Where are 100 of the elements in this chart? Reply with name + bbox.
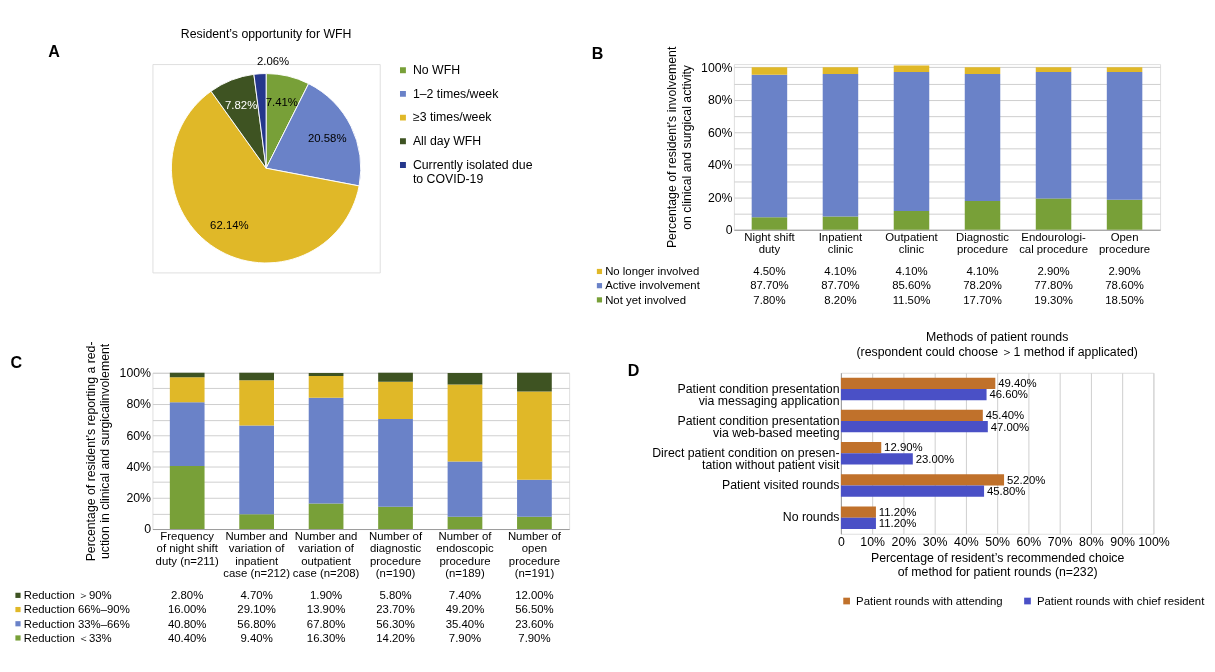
bar (893, 72, 930, 212)
bar (1106, 199, 1143, 230)
data-label: 9.40% (240, 631, 273, 644)
bar (308, 375, 344, 398)
data-label: 77.80% (1034, 279, 1073, 292)
data-label: 4.10% (895, 265, 928, 278)
data-label: 52.20% (1006, 473, 1046, 486)
data-label: 7.90% (518, 631, 551, 644)
bar (378, 372, 413, 382)
legend-label: Active involvement (605, 279, 701, 292)
bar (308, 397, 344, 504)
bar (840, 517, 876, 529)
x-tick-label: Number of endoscopic procedure (n=189) (436, 529, 495, 579)
bar (840, 506, 876, 518)
x-tick-label: Night shift duty (744, 230, 796, 256)
data-label: 49.40% (998, 377, 1037, 390)
data-label: 29.10% (237, 603, 276, 616)
data-label: 18.50% (1105, 293, 1144, 306)
bar (378, 418, 413, 507)
data-label: 47.00% (990, 420, 1030, 433)
data-label: 56.30% (376, 617, 415, 630)
data-label: 4.70% (240, 589, 273, 602)
data-label: 23.60% (515, 617, 554, 630)
text: A (48, 42, 61, 61)
bar (840, 474, 1005, 486)
legend-label: No longer involved (605, 265, 700, 278)
bar (517, 516, 552, 530)
bar (169, 377, 205, 403)
y-tick-label: Direct patient condition on presen- tation without patient visit (652, 446, 841, 473)
x-tick-label: 30% (922, 534, 948, 549)
data-label: 23.70% (376, 603, 415, 616)
text: B (591, 44, 604, 63)
text: C (10, 353, 23, 372)
bar (447, 461, 483, 517)
bar (308, 372, 344, 376)
bar (840, 421, 988, 433)
legend-label: Currently isolated due to COVID-19 (412, 157, 533, 186)
text: D (627, 360, 640, 379)
x-tick-label: 20% (891, 534, 917, 549)
bar (447, 372, 483, 385)
data-label: 11.20% (878, 517, 917, 530)
x-tick-label: Number of open procedure (n=191) (507, 529, 562, 579)
bar (239, 380, 274, 426)
data-label: 56.80% (237, 617, 276, 630)
data-label: 45.40% (985, 409, 1025, 422)
data-label: 7.82% (225, 98, 258, 111)
bar (840, 485, 985, 497)
bar (751, 67, 788, 75)
bar (447, 516, 483, 530)
data-label: 19.30% (1034, 293, 1073, 306)
data-label: 46.60% (989, 388, 1028, 401)
data-label: 87.70% (821, 279, 860, 292)
bar (1106, 72, 1143, 200)
bar (1035, 72, 1072, 199)
bar (751, 74, 788, 218)
data-label: 12.00% (515, 589, 554, 602)
data-label: 14.20% (376, 631, 415, 644)
chart-title: Resident’s opportunity for WFH (180, 26, 352, 41)
data-label: 2.90% (1037, 265, 1070, 278)
bar (517, 372, 552, 392)
data-label: 4.10% (824, 265, 857, 278)
x-tick-label: 60% (1016, 534, 1042, 549)
y-tick-label: 40% (126, 459, 152, 474)
bar (169, 372, 205, 378)
data-label: 7.90% (448, 631, 482, 644)
legend-label: Patient rounds with attending (856, 594, 1003, 607)
x-tick-label: Open procedure (1098, 230, 1151, 256)
x-tick-label: 40% (954, 534, 979, 549)
bar (169, 465, 205, 530)
bar (964, 67, 1001, 74)
bar (840, 377, 996, 389)
data-label: 7.80% (753, 293, 786, 306)
data-label: 35.40% (445, 617, 485, 630)
bar (1035, 198, 1072, 230)
data-label: 4.50% (753, 265, 786, 278)
bar (822, 216, 859, 230)
bar (840, 388, 987, 401)
data-label: 11.20% (878, 505, 917, 518)
data-label: 78.60% (1105, 279, 1144, 292)
chart-subtitle: (respondent could choose ＞1 method if applicated) (856, 344, 1138, 359)
x-tick-label: 90% (1110, 534, 1136, 549)
bar (378, 506, 413, 530)
y-tick-label: 100% (119, 366, 152, 381)
bar (893, 211, 930, 230)
bar (822, 67, 859, 74)
y-tick-label: 60% (707, 125, 733, 140)
bar (239, 514, 274, 530)
y-tick-label: 100% (701, 60, 733, 75)
x-tick-label: 50% (985, 534, 1011, 549)
data-label: 16.00% (167, 603, 207, 616)
y-tick-label: No rounds (782, 510, 840, 525)
data-label: 67.80% (306, 617, 346, 630)
data-label: 56.50% (515, 603, 554, 616)
bar (517, 479, 552, 517)
y-tick-label: 20% (126, 491, 152, 506)
x-tick-label: Diagnostic procedure (955, 230, 1010, 256)
bar (840, 453, 913, 465)
x-axis-title: Percentage of resident’s recommended choice of method for patient rounds (n=232) (870, 550, 1125, 579)
legend-label: Reduction 66%–90% (23, 603, 130, 616)
data-label: 20.58% (307, 131, 347, 144)
